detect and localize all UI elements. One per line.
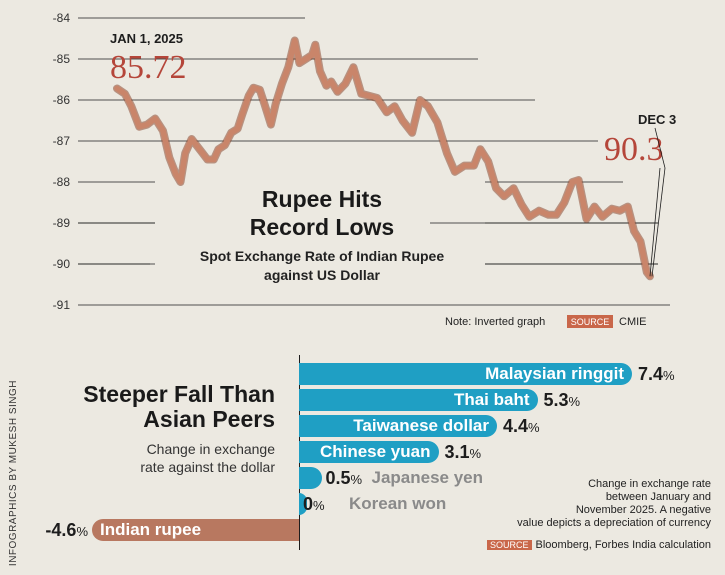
bar-value-label: 4.4% xyxy=(503,415,540,439)
callout-line xyxy=(654,127,666,169)
bar-value-label: 0% xyxy=(303,493,325,517)
bar-value-number: -4.6 xyxy=(45,520,77,540)
bar-note-line: value depicts a depreciation of currency xyxy=(517,517,711,529)
bar-category-label-outside: Korean won xyxy=(349,493,446,515)
bar: Taiwanese dollar xyxy=(299,415,497,437)
bar-value-label: 7.4% xyxy=(638,363,675,387)
chart-title-line1: Rupee Hits xyxy=(262,186,382,212)
bar-category-label: Chinese yuan xyxy=(319,442,431,461)
chart-note: Note: Inverted graph xyxy=(445,316,545,328)
bar-value-number: 4.4 xyxy=(503,416,529,436)
bar-note-line: between January and xyxy=(605,491,711,503)
bar-value-number: 0.5 xyxy=(325,468,351,488)
bar-category-label: Indian rupee xyxy=(100,520,202,539)
bar-chart-title-line2: Asian Peers xyxy=(143,406,275,432)
bar-chart-title: Steeper Fall Than Asian Peers xyxy=(30,382,275,432)
bar: Chinese yuan xyxy=(299,441,439,463)
chart-subtitle-line2: against US Dollar xyxy=(264,267,380,283)
end-value-label: 90.3 xyxy=(604,131,664,168)
title-backdrop xyxy=(155,180,485,290)
bar: Malaysian ringgit xyxy=(299,363,632,385)
bar-value-unit: % xyxy=(350,472,363,487)
bar-category-label-outside: Japanese yen xyxy=(372,467,484,489)
bar-category-label: Japanese yen xyxy=(371,468,484,487)
source-tag: SOURCE xyxy=(571,317,610,327)
chart-subtitle-line1: Spot Exchange Rate of Indian Rupee xyxy=(200,248,444,264)
bar-value-unit: % xyxy=(313,498,325,513)
bar-chart-note: Change in exchange rate between January … xyxy=(471,478,711,530)
bar xyxy=(299,493,307,515)
bar-category-label: Korean won xyxy=(349,494,447,513)
bar-value-number: 3.1 xyxy=(444,442,470,462)
y-tick-label: -87 xyxy=(53,134,71,148)
infographic-credit: INFOGRAPHICS BY MUKESH SINGH xyxy=(8,380,19,567)
source-text: Bloomberg, Forbes India calculation xyxy=(535,539,711,551)
exchange-rate-line-chart: -84 -85 -86 -87 -88 -89 -90 -91 JAN 1, 2025 85.72… xyxy=(53,11,676,328)
bar-value-number: 5.3 xyxy=(543,390,569,410)
bar-value-label: 0.5% xyxy=(326,467,363,491)
bar-value-unit: % xyxy=(528,420,540,435)
bar: Thai baht xyxy=(299,389,538,411)
bar-value-unit: % xyxy=(469,446,482,461)
bar-chart-title-line1: Steeper Fall Than xyxy=(83,381,275,407)
bar-category-label: Taiwanese dollar xyxy=(353,416,489,435)
bar: Indian rupee xyxy=(92,519,299,541)
y-tick-label: -91 xyxy=(53,298,71,312)
y-tick-label: -85 xyxy=(53,52,71,66)
series-line xyxy=(114,37,653,280)
end-date-label: DEC 3 xyxy=(638,112,676,127)
bar-value-number: 7.4 xyxy=(638,364,664,384)
y-tick-label: -86 xyxy=(53,93,71,107)
start-value-label: 85.72 xyxy=(110,49,187,86)
y-tick-label: -90 xyxy=(53,257,71,271)
bar-value-label: 5.3% xyxy=(544,389,581,413)
bar-value-label: 3.1% xyxy=(445,441,482,465)
bar-chart-subtitle-line1: Change in exchange xyxy=(146,441,275,457)
callout-line xyxy=(651,167,666,277)
y-tick-label: -84 xyxy=(53,11,71,25)
chart-title-line2: Record Lows xyxy=(250,214,394,240)
bar xyxy=(299,467,322,489)
bar-category-label: Malaysian ringgit xyxy=(485,364,624,383)
bar-note-line: Change in exchange rate xyxy=(588,478,711,490)
bar-value-number: 0 xyxy=(303,494,314,514)
callout-line xyxy=(649,167,661,277)
bar-chart-subtitle: Change in exchange rate against the doll… xyxy=(60,440,275,476)
source-text: CMIE xyxy=(619,316,647,328)
bar-value-unit: % xyxy=(568,394,581,409)
source-tag: SOURCE xyxy=(487,540,532,550)
bar-category-label: Thai baht xyxy=(453,390,530,409)
bar-note-line: November 2025. A negative xyxy=(575,504,711,516)
y-tick-label: -89 xyxy=(53,216,71,230)
bar-value-unit: % xyxy=(76,524,88,539)
bar-value-unit: % xyxy=(663,368,675,383)
bar-value-label: -4.6% xyxy=(45,519,88,543)
source-tag-bg xyxy=(567,315,613,328)
start-date-label: JAN 1, 2025 xyxy=(110,31,183,46)
y-tick-label: -88 xyxy=(53,175,71,189)
bar-chart-source: SOURCE Bloomberg, Forbes India calculatio… xyxy=(487,539,711,552)
bar-chart-subtitle-line2: rate against the dollar xyxy=(140,459,275,475)
